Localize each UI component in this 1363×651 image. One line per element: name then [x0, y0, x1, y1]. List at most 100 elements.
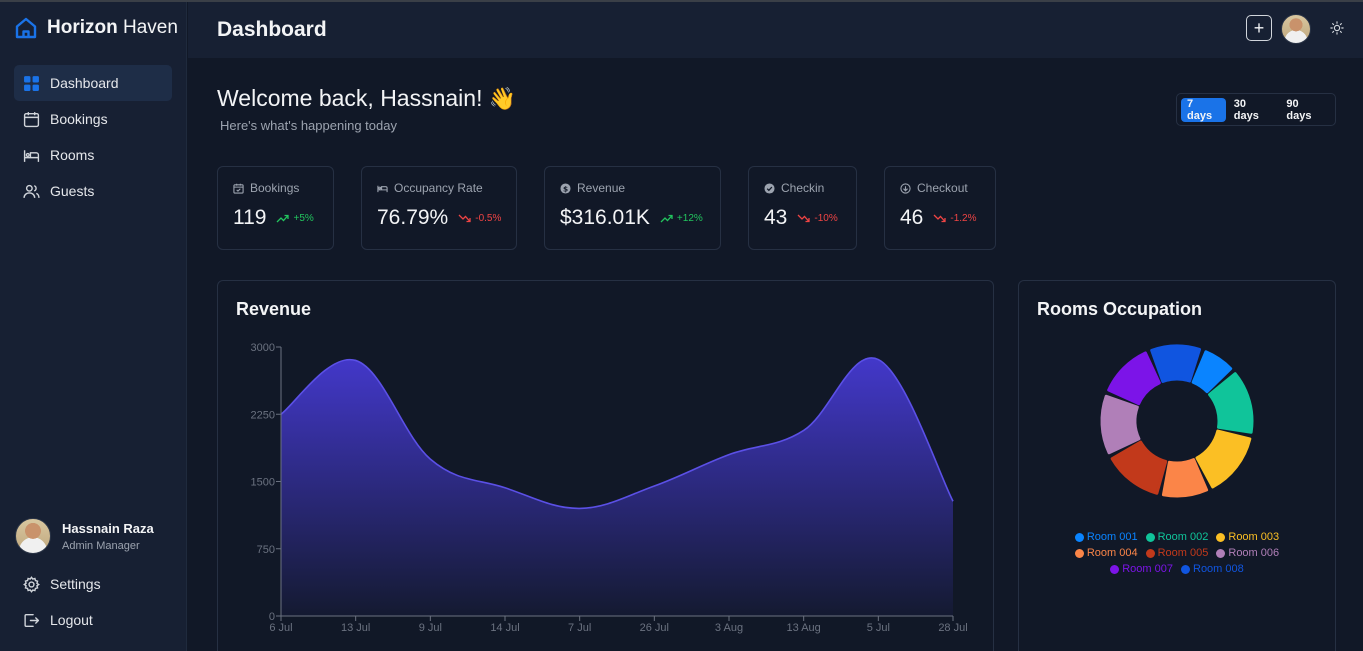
revenue-area: [281, 357, 953, 616]
stat-card-revenue: $ Revenue $316.01K +12%: [544, 166, 721, 250]
revenue-chart: 0 750 1500 2250 3000 6 Jul 13 Jul 9 Jul 14 Jul 7 …: [251, 342, 968, 634]
sidebar: Horizon Haven Dashboard Bookings Rooms G…: [0, 2, 187, 651]
range-7-days-button[interactable]: 7 days: [1181, 97, 1226, 122]
chart-legend: Room 001 Room 002 Room 003 Room 004 Room 005…: [1019, 531, 1335, 575]
svg-text:$: $: [563, 184, 568, 193]
legend-swatch: [1074, 532, 1084, 542]
sidebar-item-label: Dashboard: [50, 75, 119, 91]
legend-label: Room 007: [1122, 563, 1173, 575]
sidebar-item-rooms[interactable]: Rooms: [14, 137, 172, 173]
legend-item[interactable]: Room 001: [1074, 531, 1138, 543]
date-range-toggle: 7 days 30 days 90 days: [1176, 93, 1336, 126]
header-avatar[interactable]: [1281, 14, 1311, 44]
donut-slice-room-007[interactable]: [1107, 351, 1161, 406]
user-profile[interactable]: Hassnain Raza Admin Manager: [15, 518, 154, 554]
legend-item[interactable]: Room 003: [1216, 531, 1279, 543]
bed-icon: [377, 185, 388, 192]
donut-slice-room-003[interactable]: [1195, 429, 1252, 489]
sidebar-item-label: Bookings: [50, 111, 108, 127]
stat-label: Occupancy Rate: [394, 181, 483, 195]
top-header: Dashboard +: [188, 2, 1363, 58]
window-top-border: [0, 0, 1363, 2]
brand-name-light: Haven: [123, 17, 178, 38]
stat-card-bookings: Bookings 119 +5%: [217, 166, 334, 250]
x-tick-label: 28 Jul: [938, 622, 967, 634]
donut-slice-room-001[interactable]: [1191, 350, 1233, 394]
users-icon: [23, 184, 40, 198]
add-button[interactable]: +: [1246, 15, 1272, 41]
revenue-title: Revenue: [236, 299, 312, 319]
trend-up-icon: [277, 214, 290, 222]
range-30-days-button[interactable]: 30 days: [1233, 97, 1259, 122]
user-role: Admin Manager: [62, 539, 140, 552]
x-tick-label: 6 Jul: [269, 622, 292, 634]
stat-value: 43: [764, 206, 788, 229]
trend-up-icon: [660, 214, 673, 222]
home-icon: [15, 17, 37, 39]
legend-item[interactable]: Room 004: [1074, 547, 1138, 559]
stat-card-checkout: Checkout 46 -1.2%: [884, 166, 996, 250]
sidebar-item-label: Logout: [50, 612, 93, 628]
sidebar-item-logout[interactable]: Logout: [14, 602, 172, 638]
dollar-icon: $: [560, 182, 571, 194]
rooms-occupation-card: Rooms Occupation Room 001 Room 002 Room 00…: [1018, 280, 1336, 651]
logout-icon: [24, 613, 40, 627]
stat-label: Bookings: [250, 181, 300, 195]
legend-label: Room 008: [1193, 563, 1244, 575]
x-tick-label: 13 Jul: [341, 622, 370, 634]
check-circle-icon: [764, 182, 775, 194]
stat-delta: -1.2%: [933, 213, 976, 224]
legend-item[interactable]: Room 006: [1216, 547, 1279, 559]
y-tick-label: 0: [269, 611, 275, 623]
revenue-card: Revenue 0 750 1500 2250 3000 6 Jul 13 Jul 9 Jul…: [217, 280, 994, 651]
donut-slice-room-006[interactable]: [1100, 394, 1141, 455]
calendar-icon: [23, 111, 40, 127]
legend-item[interactable]: Room 007: [1110, 563, 1173, 575]
calendar-check-icon: [233, 183, 244, 194]
legend-item[interactable]: Room 005: [1145, 547, 1209, 559]
legend-swatch: [1181, 564, 1190, 574]
legend-swatch: [1110, 564, 1120, 574]
stat-delta-value: -0.5%: [475, 212, 502, 224]
y-tick-label: 3000: [251, 342, 275, 354]
avatar: [15, 518, 51, 554]
stat-delta: +12%: [660, 213, 703, 224]
sidebar-item-guests[interactable]: Guests: [14, 173, 172, 209]
legend-swatch: [1145, 548, 1155, 558]
legend-swatch: [1074, 548, 1084, 558]
donut-slice-room-005[interactable]: [1110, 440, 1168, 495]
y-tick-label: 2250: [251, 409, 275, 421]
brand-name-bold: Horizon: [47, 17, 118, 38]
donut-slice-room-008[interactable]: [1150, 344, 1202, 383]
stat-delta: +5%: [276, 213, 314, 224]
stat-label: Revenue: [577, 181, 626, 195]
sidebar-item-label: Settings: [50, 576, 101, 592]
stat-delta-value: +12%: [676, 212, 703, 224]
rooms-occupation-chart: [1100, 344, 1254, 498]
sidebar-item-bookings[interactable]: Bookings: [14, 101, 172, 137]
sidebar-item-settings[interactable]: Settings: [14, 566, 172, 602]
legend-label: Room 005: [1157, 547, 1209, 559]
range-90-days-button[interactable]: 90 days: [1286, 97, 1312, 122]
stat-delta-value: -1.2%: [950, 212, 977, 224]
donut-slice-room-004[interactable]: [1161, 458, 1209, 498]
stat-value: 46: [900, 206, 924, 229]
sidebar-nav: Dashboard Bookings Rooms Guests: [14, 65, 172, 209]
stat-value: $316.01K: [560, 206, 650, 229]
x-tick-label: 7 Jul: [568, 622, 591, 634]
legend-item[interactable]: Room 008: [1181, 563, 1244, 575]
sidebar-item-dashboard[interactable]: Dashboard: [14, 65, 172, 101]
donut-slice-room-002[interactable]: [1208, 372, 1254, 434]
brand-logo[interactable]: Horizon Haven: [14, 16, 178, 40]
stat-value: 76.79%: [377, 206, 449, 229]
stat-value: 119: [233, 206, 267, 229]
y-tick-label: 750: [257, 544, 275, 556]
stat-label: Checkin: [781, 181, 825, 195]
legend-item[interactable]: Room 002: [1145, 531, 1208, 543]
legend-swatch: [1145, 532, 1155, 542]
x-tick-label: 9 Jul: [419, 622, 442, 634]
arrow-circle-icon: [900, 182, 911, 194]
revenue-line: [280, 357, 954, 510]
x-tick-label: 5 Jul: [867, 622, 890, 634]
sun-icon[interactable]: [1330, 21, 1344, 35]
